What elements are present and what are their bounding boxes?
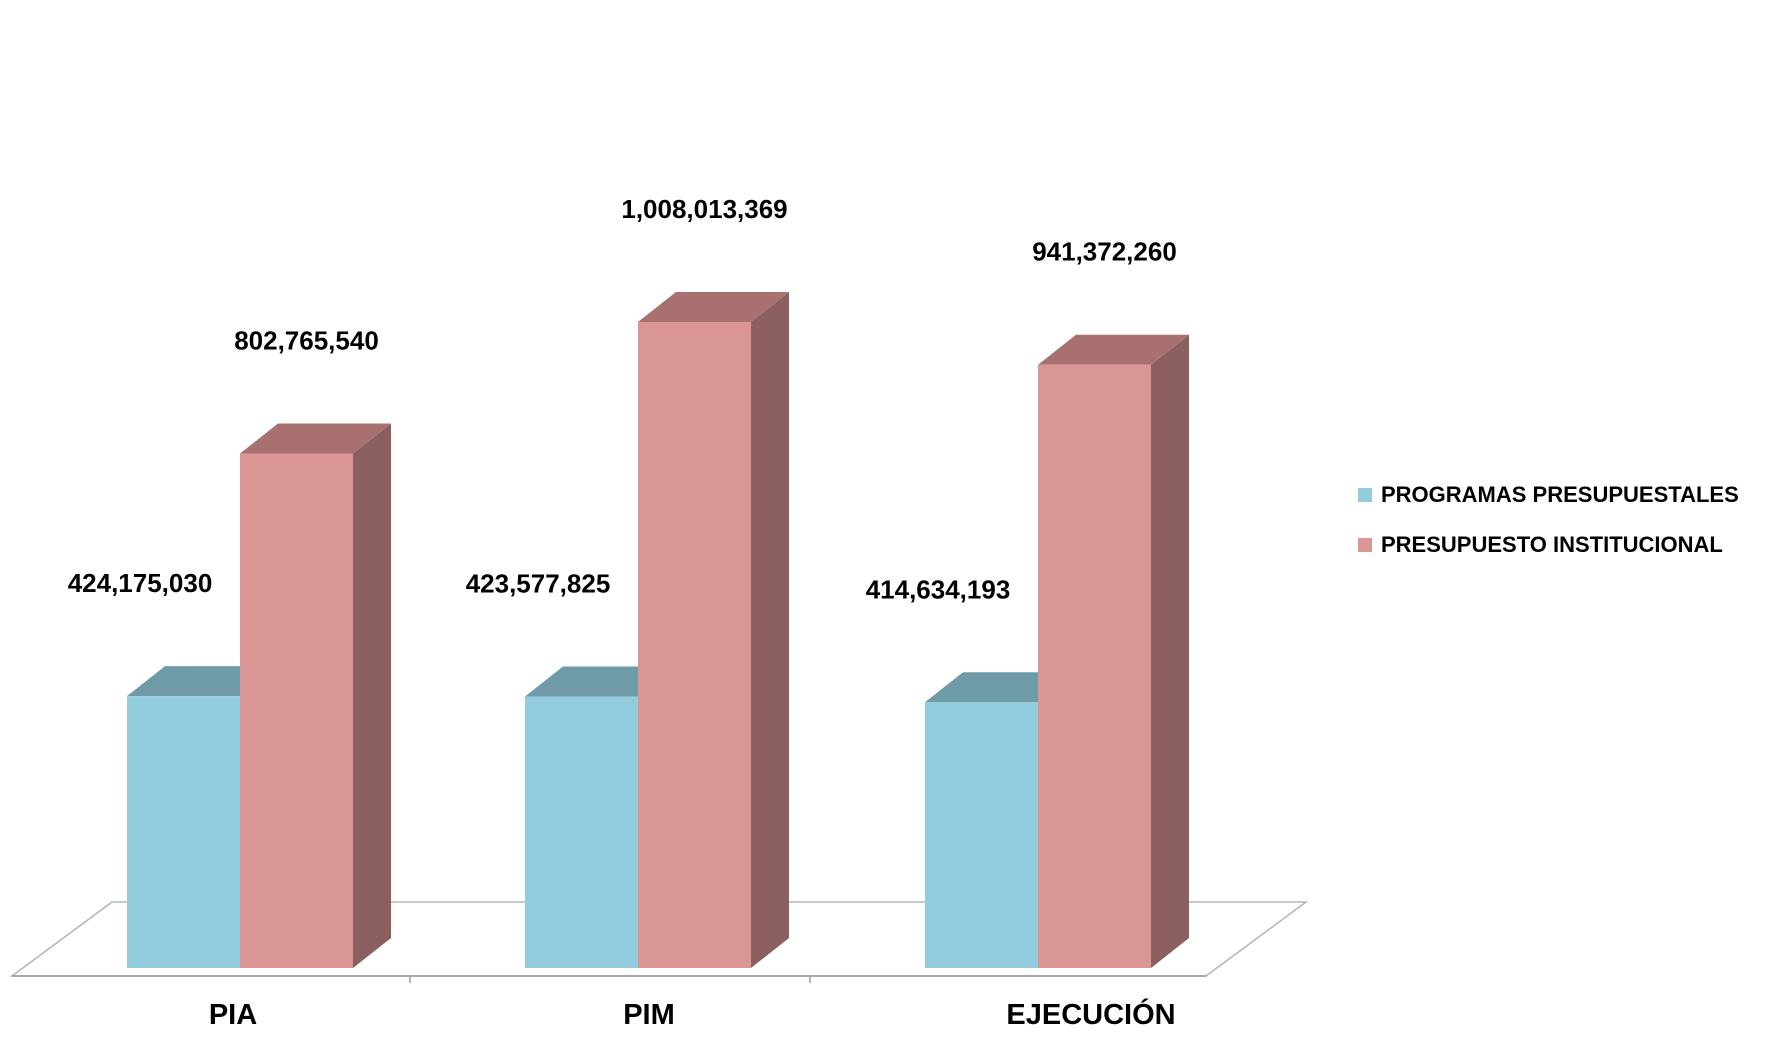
data-label: 414,634,193 — [866, 574, 1011, 604]
category-label: EJECUCIÓN — [1006, 997, 1175, 1031]
category-axis: PIA PIM EJECUCIÓN — [209, 997, 1176, 1031]
data-label: 424,175,030 — [68, 568, 213, 598]
bar-top-face — [240, 423, 391, 454]
bar-top-face — [1038, 334, 1189, 365]
data-label: 802,765,540 — [234, 326, 379, 356]
data-label: 423,577,825 — [466, 569, 611, 599]
bar-presupuesto-ejecución — [1038, 334, 1189, 969]
legend-swatch — [1358, 488, 1372, 502]
data-label: 1,008,013,369 — [621, 194, 787, 224]
category-label: PIM — [623, 999, 675, 1031]
legend: PROGRAMAS PRESUPUESTALES PRESUPUESTO INST… — [1358, 482, 1739, 557]
bar-front-face — [638, 322, 751, 968]
bar-presupuesto-pim — [638, 292, 789, 968]
bar-front-face — [240, 453, 353, 969]
chart-floor — [9, 901, 1309, 983]
bar-side-face — [1151, 334, 1189, 969]
bar-top-face — [638, 292, 789, 322]
bars — [127, 292, 1189, 969]
data-labels: 424,175,030 802,765,540 423,577,825 1,008,0… — [68, 194, 1177, 604]
category-label: PIA — [209, 999, 257, 1031]
bar-front-face — [127, 696, 240, 968]
legend-item: PRESUPUESTO INSTITUCIONAL — [1358, 532, 1723, 557]
bar-front-face — [525, 696, 638, 968]
legend-label: PROGRAMAS PRESUPUESTALES — [1381, 482, 1739, 507]
bar-side-face — [353, 423, 391, 969]
legend-swatch — [1358, 538, 1372, 552]
bar-front-face — [925, 702, 1038, 968]
bar-presupuesto-pia — [240, 423, 391, 969]
legend-label: PRESUPUESTO INSTITUCIONAL — [1381, 532, 1723, 557]
legend-item: PROGRAMAS PRESUPUESTALES — [1358, 482, 1739, 507]
bar-front-face — [1038, 364, 1151, 969]
data-label: 941,372,260 — [1032, 237, 1177, 267]
bar-side-face — [751, 292, 789, 968]
